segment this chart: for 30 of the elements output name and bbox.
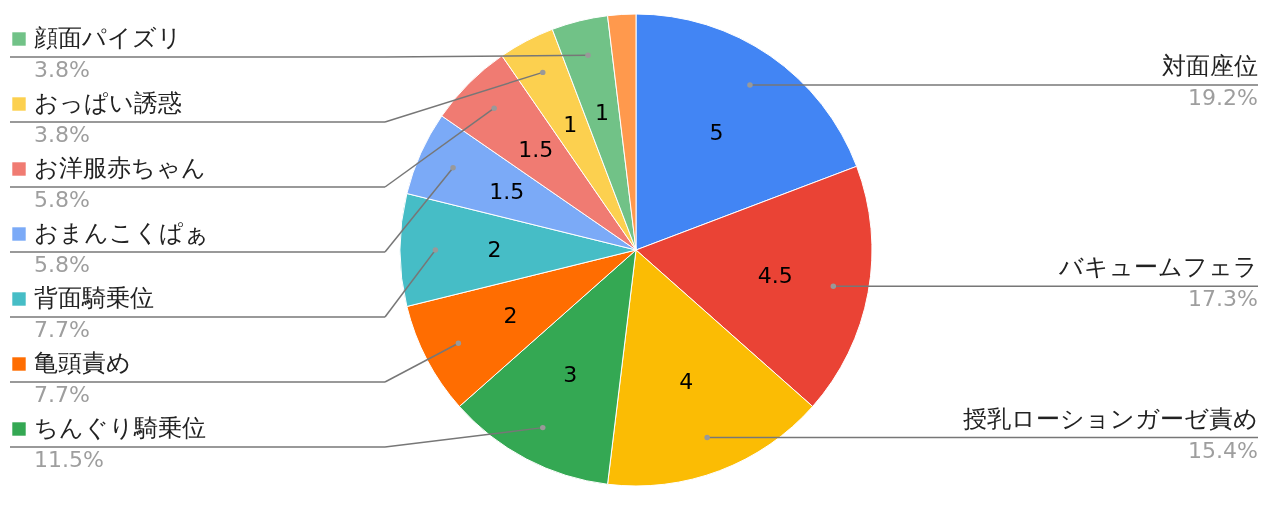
- data-label: 5: [709, 120, 724, 146]
- text: 7.7%: [34, 317, 90, 342]
- text: 17.3%: [1188, 286, 1258, 312]
- data-label: 3: [563, 362, 578, 388]
- legend-label: お洋服赤ちゃん: [34, 154, 206, 182]
- data-label: 1: [563, 111, 578, 137]
- data-label: 2: [503, 302, 518, 328]
- legend-label: おまんこくぱぁ: [34, 219, 209, 247]
- text: 15.4%: [1188, 437, 1258, 463]
- text: 3.8%: [34, 122, 90, 147]
- text: 3.8%: [34, 57, 90, 82]
- legend-label: 背面騎乗位: [34, 284, 154, 312]
- data-label: 4: [679, 369, 694, 395]
- text: 5.8%: [34, 252, 90, 277]
- text: 19.2%: [1188, 84, 1258, 110]
- legend-label: ちんぐり騎乗位: [34, 414, 206, 442]
- legend-label: 顔面パイズリ: [34, 24, 182, 52]
- legend-label: おっぱい誘惑: [34, 89, 182, 117]
- slice-label: 授乳ローションガーゼ責め: [963, 404, 1258, 433]
- data-label: 2: [487, 237, 502, 262]
- slice-label: バキュームフェラ: [1058, 253, 1258, 282]
- text: 5.8%: [34, 187, 90, 212]
- text: 7.7%: [34, 382, 90, 407]
- data-label: 1.5: [518, 136, 554, 162]
- text: 11.5%: [34, 447, 104, 472]
- data-label: 1.5: [489, 178, 525, 204]
- data-label: 1: [595, 99, 610, 125]
- legend-label: 亀頭責め: [34, 349, 131, 377]
- data-label: 4.5: [757, 262, 793, 288]
- slice-label: 対面座位: [1162, 51, 1258, 80]
